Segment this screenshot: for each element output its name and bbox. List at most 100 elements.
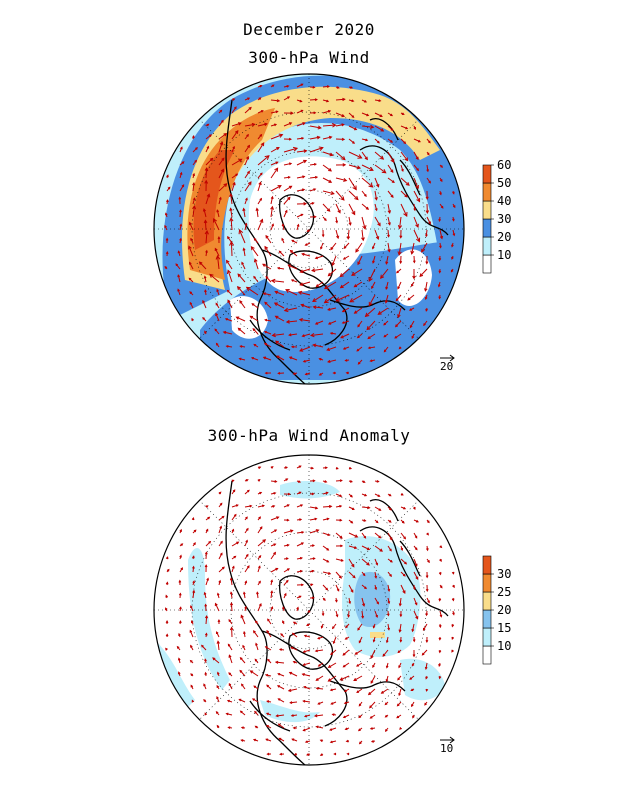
wind-vector bbox=[374, 112, 383, 117]
wind-vector bbox=[244, 171, 250, 179]
wind-vector-head bbox=[190, 684, 194, 688]
anomaly-band-north bbox=[280, 480, 340, 499]
wind-vector-head bbox=[336, 86, 340, 89]
wind-vector bbox=[335, 229, 339, 239]
wind-vector bbox=[385, 281, 389, 290]
colorbar-tick-label: 60 bbox=[497, 158, 511, 172]
wind-vector bbox=[315, 320, 324, 325]
wind-vector-head bbox=[335, 297, 341, 302]
wind-vector-head bbox=[287, 96, 291, 99]
wind-vector-head bbox=[284, 209, 288, 213]
wind-vector-head bbox=[367, 346, 371, 350]
wind-vector-head bbox=[192, 172, 196, 176]
wind-vector-head bbox=[335, 466, 339, 470]
wind-vector bbox=[348, 571, 356, 579]
wind-vector bbox=[296, 176, 305, 179]
wind-vector-head bbox=[301, 530, 305, 534]
wind-vector-head bbox=[312, 557, 316, 560]
wind-vector bbox=[205, 134, 212, 140]
wind-vector bbox=[264, 342, 272, 348]
wind-vector-head bbox=[401, 520, 405, 524]
wind-vector-head bbox=[397, 286, 401, 290]
wind-vector bbox=[246, 286, 259, 296]
wind-vector-head bbox=[264, 122, 268, 127]
wind-vector-head bbox=[326, 559, 330, 563]
wind-vector-head bbox=[299, 556, 303, 560]
wind-vector bbox=[238, 327, 246, 335]
wind-vector bbox=[339, 268, 350, 277]
wind-vector-head bbox=[191, 620, 194, 624]
wind-vector-head bbox=[265, 712, 269, 716]
wind-vector bbox=[303, 686, 311, 690]
wind-vector bbox=[270, 110, 278, 114]
colorbar-tick-label: 20 bbox=[497, 603, 511, 617]
wind-vector-head bbox=[332, 641, 336, 645]
wind-vector-head bbox=[412, 639, 416, 643]
wind-vector bbox=[361, 610, 364, 618]
wind-vector-head bbox=[285, 478, 289, 481]
wind-vector bbox=[398, 242, 402, 255]
wind-vector-head bbox=[415, 223, 419, 228]
wind-vector-head bbox=[410, 250, 415, 255]
wind-vector-head bbox=[275, 161, 279, 165]
wind-vector-head bbox=[389, 537, 393, 541]
wind-vector-head bbox=[165, 237, 169, 241]
wind-vector-head bbox=[209, 157, 214, 162]
wind-vector-head bbox=[217, 236, 221, 240]
wind-vector bbox=[289, 333, 298, 336]
wind-vector bbox=[387, 203, 391, 214]
wind-vector-head bbox=[177, 657, 181, 661]
wind-vector bbox=[422, 649, 428, 656]
wind-vector-head bbox=[326, 85, 330, 88]
wind-vector bbox=[387, 125, 394, 131]
wind-vector-head bbox=[282, 606, 285, 610]
wind-vector-head bbox=[179, 606, 182, 610]
wind-vector-head bbox=[407, 297, 411, 301]
wind-vector bbox=[387, 151, 395, 163]
wind-vector-head bbox=[179, 171, 183, 175]
wind-vector bbox=[413, 216, 419, 228]
wind-vector-head bbox=[297, 290, 303, 295]
wind-vector-head bbox=[370, 124, 375, 129]
wind-vector-head bbox=[229, 217, 234, 222]
wind-vector-head bbox=[292, 621, 296, 625]
panel-2-title: 300-hPa Wind Anomaly bbox=[207, 426, 411, 445]
wind-vector-head bbox=[245, 197, 248, 201]
wind-vector bbox=[397, 307, 402, 318]
wind-vector-head bbox=[258, 466, 262, 469]
wind-vector-head bbox=[232, 145, 235, 149]
wind-vector bbox=[202, 300, 207, 309]
wind-vector-head bbox=[388, 520, 392, 523]
wind-vector-head bbox=[289, 249, 294, 254]
wind-vector-head bbox=[438, 598, 442, 602]
wind-vector-head bbox=[204, 289, 207, 293]
wind-vector-head bbox=[312, 305, 317, 309]
wind-vector-head bbox=[327, 664, 332, 668]
wind-vector bbox=[348, 125, 357, 131]
wind-vector-head bbox=[361, 615, 365, 619]
wind-vector bbox=[425, 229, 428, 237]
wind-vector bbox=[347, 229, 350, 239]
wind-vector bbox=[213, 218, 220, 231]
wind-vector-head bbox=[215, 302, 219, 306]
wind-vector bbox=[361, 597, 365, 607]
wind-vector-head bbox=[245, 527, 249, 531]
wind-vector-head bbox=[275, 110, 279, 114]
wind-vector-head bbox=[421, 248, 425, 253]
wind-vector-head bbox=[374, 587, 378, 591]
wind-vector bbox=[243, 248, 246, 257]
wind-vector-head bbox=[327, 321, 332, 325]
wind-vector-head bbox=[321, 234, 325, 238]
wind-vector bbox=[278, 698, 285, 703]
wind-vector-head bbox=[286, 84, 290, 88]
wind-vector-head bbox=[165, 581, 169, 585]
wind-vector-head bbox=[327, 307, 331, 311]
wind-vector-head bbox=[298, 491, 302, 495]
wind-vector-head bbox=[318, 357, 322, 361]
wind-vector-head bbox=[390, 128, 394, 131]
wind-vector-head bbox=[318, 373, 322, 376]
wind-vector bbox=[387, 229, 390, 237]
wind-vector-head bbox=[221, 515, 225, 519]
wind-vector-head bbox=[253, 685, 257, 689]
wind-vector bbox=[365, 307, 376, 317]
